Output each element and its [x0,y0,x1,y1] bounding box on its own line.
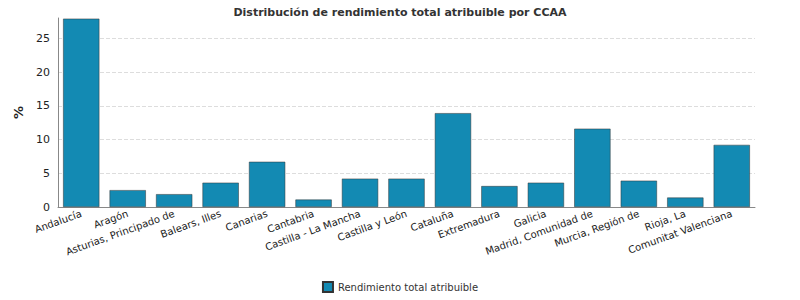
svg-text:Distribución de rendimiento to: Distribución de rendimiento total atribu… [233,6,567,19]
svg-text:Rioja, La: Rioja, La [643,207,688,233]
svg-text:Canarias: Canarias [224,208,269,233]
svg-text:Castilla y León: Castilla y León [336,208,408,243]
svg-text:25: 25 [36,32,50,45]
svg-text:Aragón: Aragón [92,207,130,231]
svg-text:Castilla - La Mancha: Castilla - La Mancha [263,207,362,253]
svg-text:0: 0 [43,201,50,214]
svg-text:Andalucía: Andalucía [33,208,83,235]
svg-text:Cataluña: Cataluña [409,207,455,234]
svg-text:Balears, Illes: Balears, Illes [159,208,223,240]
svg-text:Galicia: Galicia [512,207,548,230]
svg-text:Rendimiento total atribuible: Rendimiento total atribuible [338,282,478,293]
svg-text:Comunitat Valenciana: Comunitat Valenciana [627,208,734,256]
svg-text:Madrid, Comunidad de: Madrid, Comunidad de [483,207,595,257]
svg-text:Cantabria: Cantabria [265,207,316,235]
svg-text:%: % [11,106,26,119]
svg-text:10: 10 [36,133,50,146]
svg-text:15: 15 [36,99,50,112]
svg-text:Asturias, Principado de: Asturias, Principado de [64,207,176,258]
svg-text:Extremadura: Extremadura [436,208,501,241]
svg-text:5: 5 [43,167,50,180]
svg-text:20: 20 [36,66,50,79]
svg-text:Murcia, Región de: Murcia, Región de [553,208,641,249]
